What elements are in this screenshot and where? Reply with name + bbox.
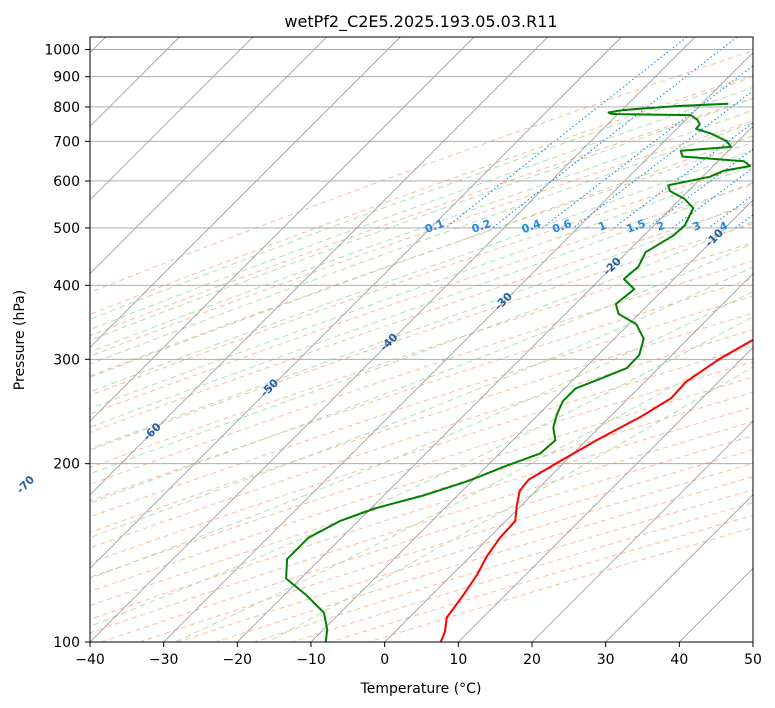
moist-adiabat-line xyxy=(90,164,753,410)
x-tick-label: −20 xyxy=(223,652,253,668)
x-tick-label: −10 xyxy=(296,652,326,668)
series-layer xyxy=(285,102,753,642)
isotherm-line xyxy=(90,37,696,642)
dry-adiabat-line xyxy=(90,223,753,451)
y-tick-label: 200 xyxy=(53,457,80,473)
isotherm-line xyxy=(90,37,548,496)
isotherm-line xyxy=(531,420,753,642)
mixing-ratio-label: 4 xyxy=(718,219,730,234)
y-tick-label: 1000 xyxy=(44,43,80,59)
chart-title: wetPf2_C2E5.2025.193.05.03.R11 xyxy=(284,12,557,32)
x-tick-label: 50 xyxy=(744,652,762,668)
x-tick-label: 0 xyxy=(380,652,389,668)
dry-adiabat-line xyxy=(90,376,753,593)
y-axis-label: Pressure (hPa) xyxy=(12,290,28,390)
isotherm-line xyxy=(90,37,475,422)
y-tick-label: 900 xyxy=(53,70,80,86)
moist-adiabat-line xyxy=(90,76,753,320)
x-tick-label: −30 xyxy=(149,652,179,668)
mixing-ratio-label: 3 xyxy=(691,219,703,234)
moist-adiabat-line xyxy=(267,366,753,642)
mixing-ratio-label: 0.4 xyxy=(520,217,543,236)
isotherm-line xyxy=(90,37,401,348)
dry-adiabat-line xyxy=(90,183,753,415)
dry-adiabat-line xyxy=(90,312,753,534)
moist-adiabat-line xyxy=(90,109,753,353)
isotherm-line xyxy=(90,37,327,275)
isotherm-line xyxy=(90,37,622,569)
mixing-ratio-label: 0.1 xyxy=(423,217,446,236)
x-tick-label: −40 xyxy=(75,652,105,668)
dewpoint-trace xyxy=(285,102,752,642)
y-tick-label: 300 xyxy=(53,352,80,368)
y-tick-label: 600 xyxy=(53,174,80,190)
y-tick-label: 500 xyxy=(53,221,80,237)
tick-layer: −40 −30 −20 −10 0 10 20 30 40 50 1000 900 800 700 600 5… xyxy=(44,43,762,668)
y-tick-label: 400 xyxy=(53,278,80,294)
isotherm-line xyxy=(90,37,254,201)
isotherm-line xyxy=(458,346,753,642)
mixing-ratio-label: 0.2 xyxy=(470,217,493,236)
moist-adiabat-line xyxy=(90,316,753,627)
isotherm-line xyxy=(237,125,753,642)
mixing-ratio-label: 1 xyxy=(597,219,609,234)
y-tick-label: 800 xyxy=(53,100,80,116)
isotherm-line xyxy=(605,494,753,642)
dry-adiabat-line xyxy=(90,50,753,293)
grid-layer xyxy=(90,37,753,642)
temperature-trace xyxy=(439,338,753,642)
moist-adiabat-line xyxy=(90,220,753,475)
dry-adiabat-line xyxy=(90,142,753,377)
mixing-ratio-line xyxy=(672,167,753,229)
y-tick-label: 700 xyxy=(53,134,80,150)
moist-adiabat-line xyxy=(90,291,753,579)
dry-adiabat-line xyxy=(90,361,753,578)
y-tick-label: 100 xyxy=(53,635,80,651)
dry-adiabat-line xyxy=(90,278,753,502)
x-tick-label: 20 xyxy=(523,652,541,668)
isotherm-line xyxy=(384,273,753,642)
mixing-ratio-label: 2 xyxy=(655,219,667,234)
moist-adiabat-line xyxy=(90,200,753,450)
plot-frame xyxy=(89,36,754,643)
dry-adiabat-line xyxy=(90,163,753,396)
moist-adiabat-line xyxy=(90,86,753,331)
isotherm-line xyxy=(163,52,753,642)
x-tick-label: 30 xyxy=(597,652,615,668)
dry-adiabat-line xyxy=(90,260,753,485)
isotherm-line xyxy=(310,199,753,642)
mixing-ratio-label: 1.5 xyxy=(625,217,648,236)
mixing-ratio-line xyxy=(572,90,753,229)
x-tick-label: 10 xyxy=(449,652,467,668)
x-tick-label: 40 xyxy=(670,652,688,668)
x-axis-label: Temperature (°C) xyxy=(360,681,482,697)
dry-adiabat-line xyxy=(90,329,753,549)
mixing-ratio-label: 0.6 xyxy=(551,217,574,236)
